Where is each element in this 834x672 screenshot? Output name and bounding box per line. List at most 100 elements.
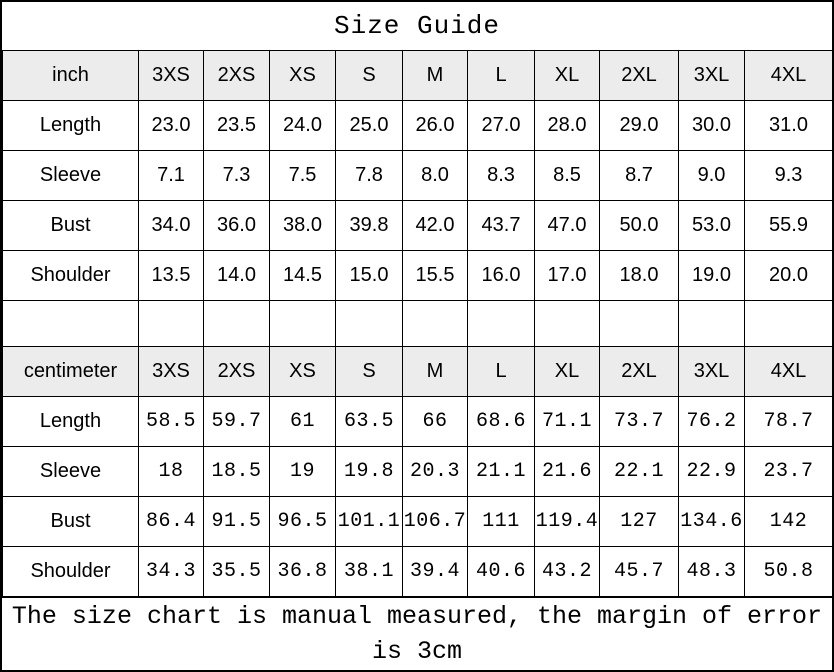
size-header-cell: 3XS [138, 346, 204, 397]
measurement-value-cell: 19.8 [335, 446, 403, 497]
size-header-cell: 3XL [678, 50, 745, 101]
empty-cell [534, 300, 600, 347]
measurement-value-cell: 76.2 [678, 396, 745, 447]
measurement-value-cell: 78.7 [744, 396, 832, 447]
measurement-value-cell: 30.0 [678, 100, 745, 151]
measurement-row-centimeter-shoulder: Shoulder 34.3 35.5 36.8 38.1 39.4 40.6 43.2 45.7… [2, 546, 832, 597]
measurement-value-cell: 101.1 [335, 496, 403, 547]
measurement-value-cell: 43.2 [534, 546, 600, 597]
size-header-cell: 2XS [203, 50, 270, 101]
measurement-value-cell: 38.1 [335, 546, 403, 597]
measurement-value-cell: 24.0 [269, 100, 336, 151]
unit-header-row-inch: inch 3XS 2XS XS S M L XL 2XL 3XL 4XL [2, 50, 832, 101]
measurement-value-cell: 23.5 [203, 100, 270, 151]
measurement-label: Shoulder [2, 546, 139, 597]
measurement-row-inch-bust: Bust 34.0 36.0 38.0 39.8 42.0 43.7 47.0 50.0 53.0… [2, 200, 832, 251]
measurement-label: Bust [2, 200, 139, 251]
measurement-value-cell: 7.8 [335, 150, 403, 201]
measurement-value-cell: 39.8 [335, 200, 403, 251]
size-header-cell: 3XS [138, 50, 204, 101]
measurement-value-cell: 13.5 [138, 250, 204, 301]
measurement-label: Sleeve [2, 446, 139, 497]
measurement-value-cell: 40.6 [467, 546, 535, 597]
measurement-value-cell: 61 [269, 396, 336, 447]
measurement-value-cell: 23.0 [138, 100, 204, 151]
measurement-value-cell: 8.5 [534, 150, 600, 201]
measurement-value-cell: 36.0 [203, 200, 270, 251]
page-title: Size Guide [333, 11, 501, 41]
measurement-value-cell: 96.5 [269, 496, 336, 547]
measurement-value-cell: 111 [467, 496, 535, 547]
measurement-value-cell: 50.0 [599, 200, 679, 251]
measurement-value-cell: 63.5 [335, 396, 403, 447]
measurement-value-cell: 17.0 [534, 250, 600, 301]
measurement-value-cell: 7.1 [138, 150, 204, 201]
measurement-value-cell: 106.7 [402, 496, 468, 547]
size-header-cell: 3XL [678, 346, 745, 397]
size-header-cell: XL [534, 50, 600, 101]
measurement-value-cell: 21.6 [534, 446, 600, 497]
size-header-cell: XL [534, 346, 600, 397]
size-header-cell: S [335, 346, 403, 397]
measurement-value-cell: 86.4 [138, 496, 204, 547]
measurement-value-cell: 38.0 [269, 200, 336, 251]
measurement-value-cell: 22.1 [599, 446, 679, 497]
measurement-value-cell: 16.0 [467, 250, 535, 301]
measurement-value-cell: 8.7 [599, 150, 679, 201]
footer-note-line: is 3cm [371, 637, 462, 666]
measurement-value-cell: 71.1 [534, 396, 600, 447]
measurement-value-cell: 20.0 [744, 250, 832, 301]
measurement-value-cell: 21.1 [467, 446, 535, 497]
measurement-value-cell: 18.5 [203, 446, 270, 497]
measurement-value-cell: 36.8 [269, 546, 336, 597]
measurement-value-cell: 142 [744, 496, 832, 547]
measurement-value-cell: 15.5 [402, 250, 468, 301]
measurement-value-cell: 68.6 [467, 396, 535, 447]
measurement-value-cell: 34.3 [138, 546, 204, 597]
unit-label-inch: inch [2, 50, 139, 101]
measurement-label: Sleeve [2, 150, 139, 201]
measurement-value-cell: 119.4 [534, 496, 600, 547]
measurement-value-cell: 9.3 [744, 150, 832, 201]
measurement-value-cell: 20.3 [402, 446, 468, 497]
measurement-value-cell: 35.5 [203, 546, 270, 597]
empty-cell [599, 300, 679, 347]
measurement-label: Length [2, 100, 139, 151]
measurement-value-cell: 43.7 [467, 200, 535, 251]
measurement-value-cell: 29.0 [599, 100, 679, 151]
measurement-value-cell: 27.0 [467, 100, 535, 151]
measurement-row-centimeter-bust: Bust 86.4 91.5 96.5 101.1 106.7 111 119.4 127 134… [2, 496, 832, 547]
size-header-cell: 2XL [599, 346, 679, 397]
measurement-value-cell: 23.7 [744, 446, 832, 497]
spacer-row [2, 300, 832, 347]
measurement-value-cell: 66 [402, 396, 468, 447]
empty-cell [467, 300, 535, 347]
size-header-cell: S [335, 50, 403, 101]
measurement-value-cell: 91.5 [203, 496, 270, 547]
measurement-value-cell: 28.0 [534, 100, 600, 151]
measurement-value-cell: 7.3 [203, 150, 270, 201]
measurement-value-cell: 34.0 [138, 200, 204, 251]
measurement-value-cell: 134.6 [678, 496, 745, 547]
measurement-label: Bust [2, 496, 139, 547]
measurement-value-cell: 8.0 [402, 150, 468, 201]
measurement-value-cell: 48.3 [678, 546, 745, 597]
measurement-value-cell: 7.5 [269, 150, 336, 201]
measurement-value-cell: 18.0 [599, 250, 679, 301]
measurement-value-cell: 39.4 [402, 546, 468, 597]
empty-cell [269, 300, 336, 347]
empty-cell [744, 300, 832, 347]
empty-cell [335, 300, 403, 347]
size-header-cell: 2XL [599, 50, 679, 101]
size-header-cell: M [402, 50, 468, 101]
measurement-value-cell: 55.9 [744, 200, 832, 251]
measurement-value-cell: 42.0 [402, 200, 468, 251]
size-header-cell: XS [269, 346, 336, 397]
empty-cell [2, 300, 139, 347]
measurement-value-cell: 58.5 [138, 396, 204, 447]
measurement-value-cell: 8.3 [467, 150, 535, 201]
measurement-value-cell: 47.0 [534, 200, 600, 251]
footer-note-line: The size chart is manual measured, the m… [11, 602, 823, 631]
empty-cell [678, 300, 745, 347]
measurement-row-centimeter-sleeve: Sleeve 18 18.5 19 19.8 20.3 21.1 21.6 22.1 22.9 23… [2, 446, 832, 497]
